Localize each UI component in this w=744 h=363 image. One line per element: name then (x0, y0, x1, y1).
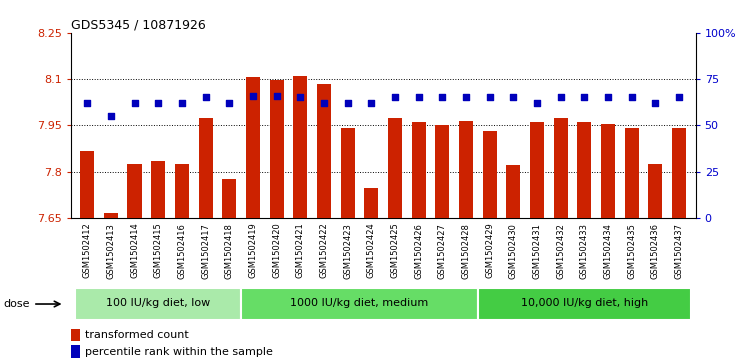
Point (81, 100, 93, 106)
Text: 10,000 IU/kg diet, high: 10,000 IU/kg diet, high (521, 298, 648, 308)
Bar (601, 124, 615, 218)
Bar (317, 83, 331, 218)
Text: dose: dose (4, 299, 31, 309)
Bar (199, 118, 213, 218)
Bar (388, 118, 402, 218)
Point (531, 100, 543, 106)
Text: transformed count: transformed count (86, 330, 189, 340)
Bar (241, 289, 478, 319)
Point (341, 100, 353, 106)
Text: 1000 IU/kg diet, medium: 1000 IU/kg diet, medium (290, 298, 429, 308)
Bar (75, 289, 241, 319)
Point (389, 94, 401, 100)
Bar (478, 289, 691, 319)
Point (484, 94, 496, 100)
Bar (459, 121, 473, 218)
Point (437, 94, 449, 100)
Point (223, 100, 235, 106)
Text: GDS5345 / 10871926: GDS5345 / 10871926 (71, 18, 205, 31)
Point (602, 94, 614, 100)
Bar (506, 165, 521, 218)
Point (555, 94, 567, 100)
Bar (269, 81, 283, 218)
Bar (341, 128, 355, 218)
Bar (127, 164, 141, 218)
Point (129, 100, 141, 106)
Bar (151, 161, 165, 218)
Bar (293, 76, 307, 218)
Bar (175, 164, 189, 218)
Point (176, 100, 188, 106)
Point (626, 94, 638, 100)
Point (365, 100, 377, 106)
Point (318, 100, 330, 106)
Bar (80, 151, 94, 218)
Bar (71, 345, 80, 358)
Bar (411, 122, 426, 218)
Bar (222, 179, 237, 218)
Point (413, 94, 425, 100)
Bar (365, 188, 379, 218)
Bar (672, 128, 686, 218)
Bar (625, 128, 639, 218)
Bar (246, 77, 260, 218)
Point (578, 94, 590, 100)
Point (247, 93, 259, 98)
Bar (483, 131, 497, 218)
Point (650, 100, 661, 106)
Text: 100 IU/kg diet, low: 100 IU/kg diet, low (106, 298, 211, 308)
Point (507, 94, 519, 100)
Bar (554, 118, 568, 218)
Bar (435, 125, 449, 218)
Bar (104, 213, 118, 218)
Point (673, 94, 685, 100)
Bar (648, 164, 662, 218)
Point (271, 93, 283, 98)
Point (460, 94, 472, 100)
Point (105, 113, 117, 119)
Bar (71, 329, 80, 341)
Point (153, 100, 164, 106)
Bar (530, 122, 544, 218)
Point (199, 94, 211, 100)
Bar (577, 122, 591, 218)
Point (295, 94, 307, 100)
Text: percentile rank within the sample: percentile rank within the sample (86, 347, 273, 356)
